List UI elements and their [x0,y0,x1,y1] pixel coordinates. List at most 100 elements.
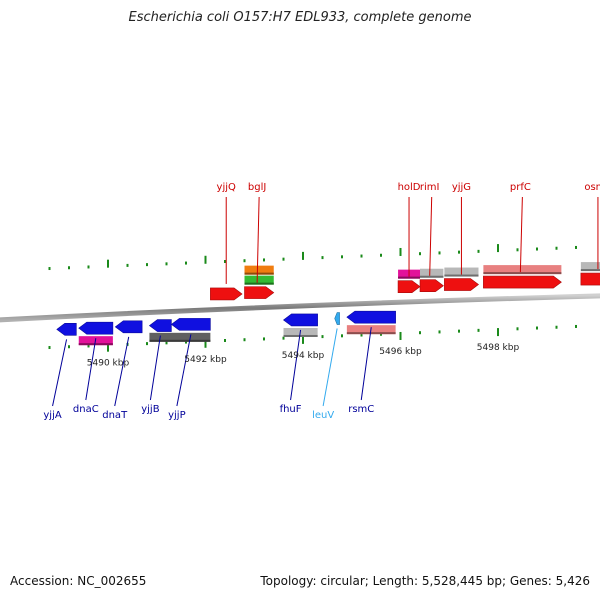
tick-mark [87,265,90,269]
gene-label: yjjQ [217,182,236,193]
label-leader [290,329,302,401]
tick-mark [185,261,187,265]
tick-mark [321,256,324,260]
label-leader [85,338,97,401]
feature-shadow [483,272,562,275]
tick-mark [68,345,70,349]
gene-arrow [56,323,77,336]
tick-mark [48,346,51,350]
tick-mark [458,250,460,254]
tick-mark [458,329,460,333]
feature-shadow [580,269,600,272]
gene-label: holD [398,182,421,193]
genome-stats-text: Topology: circular; Length: 5,528,445 bp… [260,574,590,588]
feature-shadow [444,274,479,277]
coordinate-labels: 5490 kbp 5492 kbp 5494 kbp 5496 kbp 5498 kbp [87,343,520,369]
feature-block [483,265,562,275]
gene-arrow [580,272,600,286]
gene-label: leuV [312,410,334,421]
tick-mark [224,260,226,263]
coordinate-label: 5492 kbp [184,355,227,365]
tick-mark [126,263,129,267]
tick-mark [536,326,538,330]
tick-mark [399,247,402,256]
tick-mark [575,245,577,249]
tick-mark [555,246,558,250]
feature-block [244,265,274,275]
tick-mark [185,340,187,344]
accession-text: Accession: NC_002655 [10,574,147,588]
tick-mark [438,251,441,255]
tick-mark [399,331,402,340]
gene-label: bglJ [248,182,266,193]
gene-arrow [444,278,479,291]
gene-track [56,272,600,336]
tick-mark [419,331,421,335]
tick-mark [204,339,207,348]
tick-mark [341,255,343,259]
feature-block [420,268,444,278]
feature-shadow [283,334,318,337]
tick-mark [516,327,519,331]
gene-arrow [419,279,444,293]
map-title: Escherichia coli O157:H7 EDL933, complet… [128,10,472,25]
gene-label: osmY [584,182,600,193]
gene-label: rsmC [348,404,374,415]
gene-arrow [283,313,318,327]
tick-mark [224,339,226,342]
gene-arrow [170,318,211,331]
gene-label: yjjB [141,404,159,415]
coordinate-label: 5490 kbp [87,359,130,369]
gene-arrow [148,319,172,332]
tick-mark [380,332,382,336]
feature-shadow [244,282,274,285]
gene-arrow [483,275,562,289]
label-leader [256,196,260,283]
label-leader [176,334,192,407]
tick-mark [146,342,148,346]
tick-mark [419,252,421,256]
tick-mark [282,336,285,340]
tick-mark [107,259,109,268]
tick-mark [243,259,246,263]
tick-mark [263,337,265,341]
tick-mark [438,330,441,334]
tick-mark [165,262,168,266]
tick-mark [497,328,499,337]
label-leader [429,196,433,276]
tick-mark [575,324,577,328]
tick-mark [302,251,304,260]
feature-shadow [346,332,396,335]
coordinate-label: 5496 kbp [379,347,422,357]
gene-arrow [210,287,243,301]
gene-label: rimI [420,182,440,193]
gene-label: yjjP [168,410,186,421]
backbone [0,293,600,323]
gene-arrow [78,321,114,335]
feature-block [149,332,211,342]
tick-mark [48,267,51,271]
gene-label: yjjA [43,410,61,421]
coordinate-label: 5494 kbp [282,351,325,361]
feature-shadow [149,339,211,342]
gene-label: dnaC [73,404,99,415]
tick-mark [555,325,558,329]
gene-arrow [244,286,275,299]
tick-mark [87,344,90,348]
tick-mark [360,254,363,258]
tick-mark [263,258,265,262]
tick-mark [321,335,324,339]
gene-arrow [397,280,421,293]
label-leader [114,336,130,407]
tick-mark [282,257,285,261]
gene-label: yjjG [452,182,471,193]
tick-mark [68,266,70,270]
tick-mark [302,335,304,344]
tick-mark [204,255,207,264]
label-leader [52,339,68,407]
feature-shadow [398,276,420,279]
tick-mark [165,341,168,345]
tick-mark [477,249,480,253]
gene-label: fhuF [280,404,302,415]
